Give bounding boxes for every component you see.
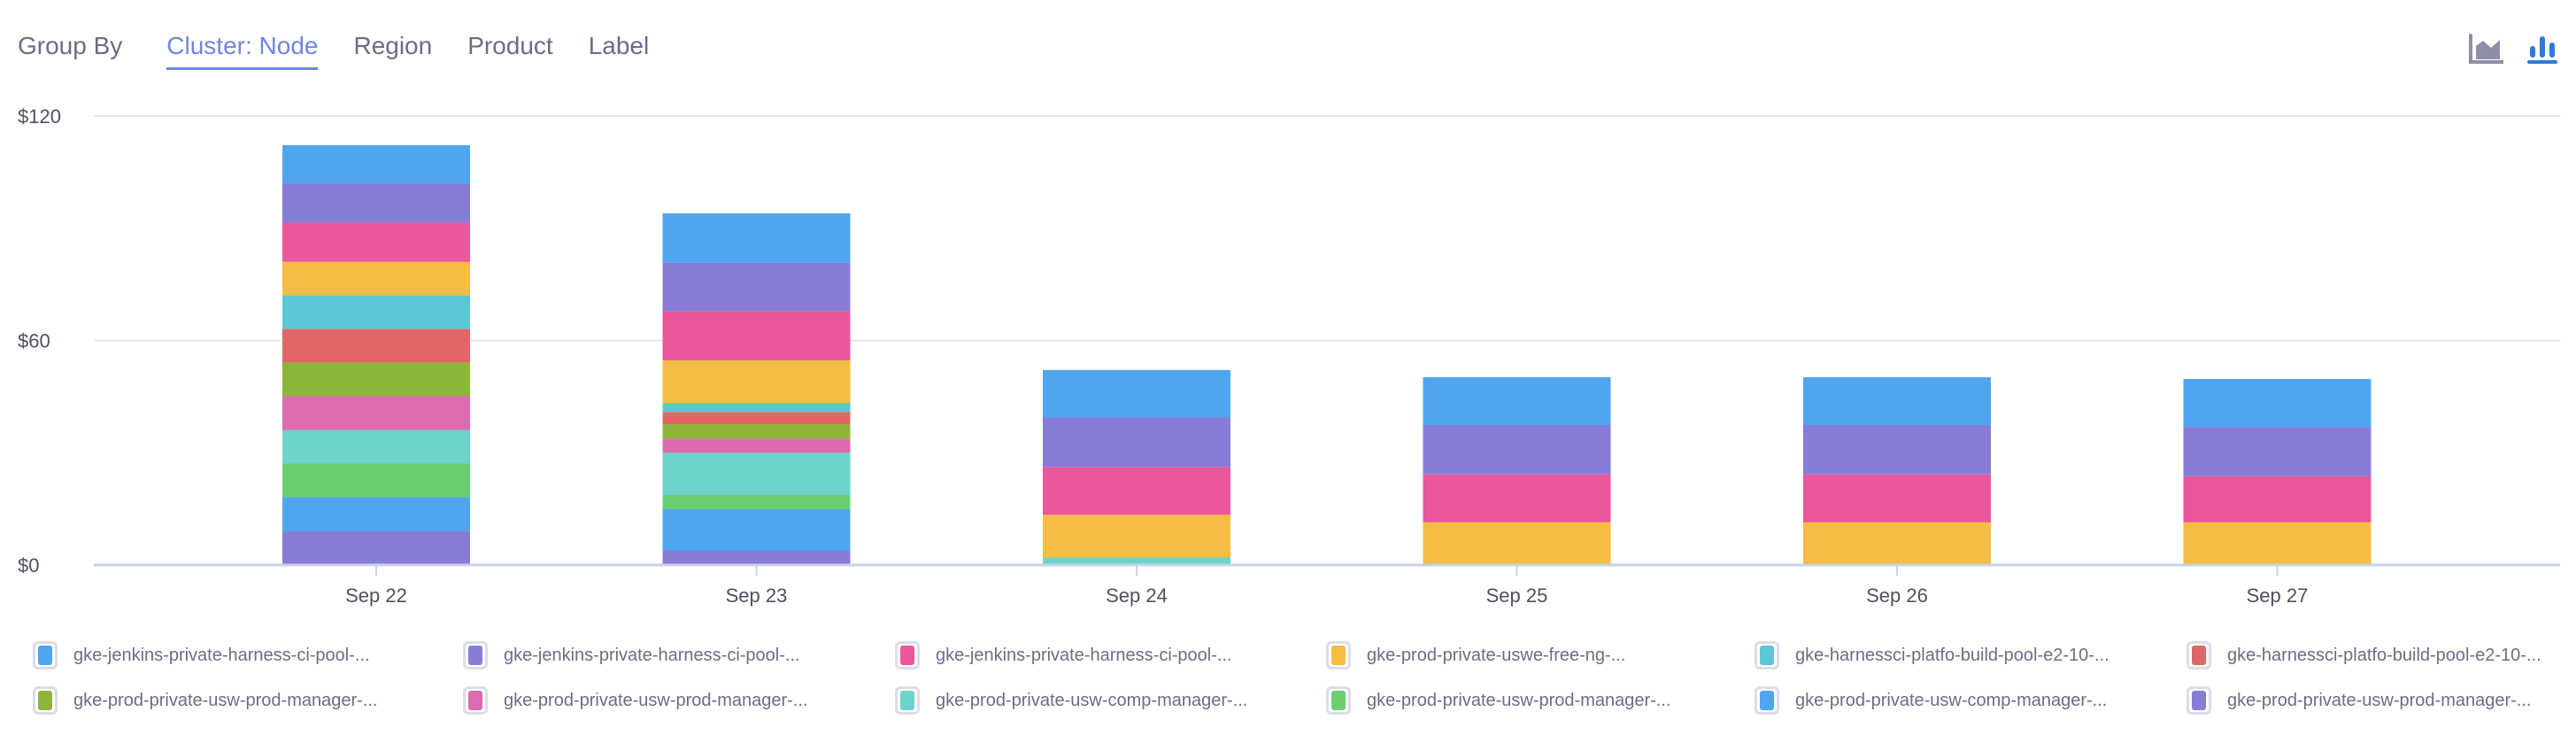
group-by-label: Group By [18,32,123,59]
bar-segment [1803,424,1991,475]
legend-label: gke-harnessci-platfo-build-pool-e2-10-..… [2227,645,2541,665]
legend-swatch [895,686,920,715]
legend-label: gke-jenkins-private-harness-ci-pool-... [504,645,800,665]
legend-label: gke-jenkins-private-harness-ci-pool-... [73,645,370,665]
y-tick-label: $60 [18,330,50,352]
legend-swatch [463,686,488,715]
bar-segment [2183,379,2372,428]
bar-segment [662,213,851,263]
legend-label: gke-prod-private-usw-prod-manager-... [73,690,378,710]
bar-segment [282,396,470,430]
bar-segment [1423,376,1611,425]
legend-swatch [33,641,58,669]
y-tick-label: $120 [18,105,61,128]
x-tick-label: Sep 22 [345,584,407,607]
bar-segment [282,429,470,464]
bar-segment [662,509,851,551]
legend-item[interactable]: gke-prod-private-usw-prod-manager-... [463,686,807,715]
legend-item[interactable]: gke-prod-private-usw-comp-manager-... [895,686,1247,715]
bar-segment [1043,417,1230,468]
bar-segment [2183,476,2372,522]
legend-label: gke-prod-private-uswe-free-ng-... [1367,645,1626,665]
legend-item[interactable]: gke-prod-private-usw-prod-manager-... [2187,686,2531,715]
bar-segment [2183,522,2372,565]
legend-swatch [1326,686,1351,715]
bar-segment [282,329,470,363]
legend-item[interactable]: gke-jenkins-private-harness-ci-pool-... [33,641,370,669]
legend-swatch [1755,686,1779,715]
legend-swatch [895,641,920,669]
bar-segment [282,183,470,223]
bar-segment [1043,514,1230,558]
legend-item[interactable]: gke-harnessci-platfo-build-pool-e2-10-..… [2187,641,2541,669]
legend-item[interactable]: gke-prod-private-usw-comp-manager-... [1755,686,2107,715]
legend-label: gke-prod-private-usw-prod-manager-... [1367,690,1671,710]
bar-segment [662,424,851,439]
bar-chart-icon[interactable] [2525,34,2560,66]
legend-item[interactable]: gke-harnessci-platfo-build-pool-e2-10-..… [1755,641,2109,669]
bar-segment [282,530,470,565]
x-tick-label: Sep 23 [726,584,788,607]
bar-segment [1043,467,1230,515]
legend-swatch [463,641,488,669]
y-tick-label: $0 [18,554,39,576]
legend-item[interactable]: gke-prod-private-uswe-free-ng-... [1326,641,1625,669]
legend-label: gke-jenkins-private-harness-ci-pool-... [936,645,1232,665]
area-chart-icon[interactable] [2468,34,2504,66]
bar-segment [662,453,851,495]
legend-label: gke-prod-private-usw-prod-manager-... [2227,690,2532,710]
tab-cluster-node[interactable]: Cluster: Node [166,32,319,70]
legend-item[interactable]: gke-jenkins-private-harness-ci-pool-... [895,641,1232,669]
bar-segment [662,403,851,413]
x-tick-label: Sep 26 [1866,584,1928,607]
legend-label: gke-prod-private-usw-comp-manager-... [936,690,1248,710]
bar-segment [662,438,851,453]
bar-segment [282,261,470,296]
legend-label: gke-prod-private-usw-prod-manager-... [504,690,808,710]
x-tick-label: Sep 24 [1106,584,1168,607]
bar-segment [1043,557,1230,565]
bar-segment [282,463,470,498]
legend-label: gke-harnessci-platfo-build-pool-e2-10-..… [1795,645,2109,665]
bar-segment [1803,474,1991,522]
bar-segment [662,360,851,404]
bar-segment [662,262,851,312]
bar-segment [282,362,470,397]
legend-swatch [1326,641,1351,669]
bar-segment [1043,369,1230,418]
tab-label[interactable]: Label [588,32,650,59]
bar-segment [282,144,470,184]
bar-segment [662,494,851,510]
bar-segment [2183,427,2372,476]
bar-segment [1423,474,1611,522]
chart-type-toggle [2468,34,2560,66]
bar-segment [1803,376,1991,425]
legend-swatch [33,686,58,715]
bar-segment [662,412,851,425]
bar-segment [1803,522,1991,565]
x-tick-label: Sep 25 [1486,584,1548,607]
legend-swatch [1755,641,1779,669]
legend-swatch [2187,641,2211,669]
group-by-bar: Group By Cluster: Node Region Product La… [18,32,684,71]
bar-segment [1423,424,1611,475]
x-tick-label: Sep 27 [2247,584,2309,607]
bar-segment [662,550,851,565]
tab-product[interactable]: Product [467,32,553,59]
legend-swatch [2187,686,2211,715]
legend-label: gke-prod-private-usw-comp-manager-... [1795,690,2108,710]
bar-segment [1423,522,1611,565]
tab-region[interactable]: Region [353,32,433,59]
legend-item[interactable]: gke-jenkins-private-harness-ci-pool-... [463,641,800,669]
legend-item[interactable]: gke-prod-private-usw-prod-manager-... [1326,686,1670,715]
bar-segment [662,311,851,360]
bar-segment [282,497,470,531]
legend-item[interactable]: gke-prod-private-usw-prod-manager-... [33,686,377,715]
bar-segment [282,222,470,262]
bar-segment [282,295,470,329]
stacked-bar-chart: $0 $60 $120 Sep 22 Sep 23 Sep 24 Sep 25 Sep 26 S… [18,105,2560,607]
